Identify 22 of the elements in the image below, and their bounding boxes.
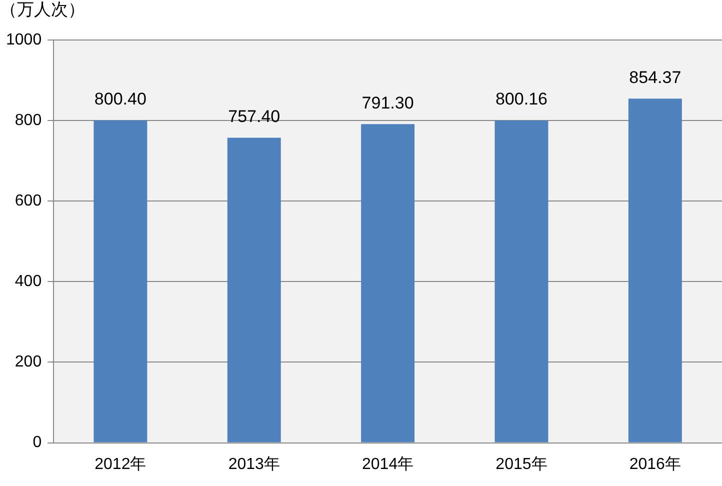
data-label: 791.30 [362,93,414,112]
y-tick-label: 0 [32,434,42,452]
x-tick-label: 2014年 [362,456,414,473]
bar [494,120,548,442]
bar [94,120,148,442]
data-label: 800.16 [495,90,548,109]
y-tick-label: 800 [14,112,42,129]
y-tick-label: 200 [14,354,42,371]
bar [227,138,281,442]
y-tick-label: 600 [14,192,42,210]
x-tick-label: 2012年 [94,456,146,473]
x-tick-label: 2016年 [629,456,681,473]
data-label: 800.40 [94,90,146,109]
data-label: 757.40 [228,106,280,126]
x-tick-label: 2013年 [228,456,280,473]
y-tick-label: 1000 [6,31,42,48]
bar [628,98,682,442]
x-tick-label: 2015年 [496,456,548,473]
y-axis-title: （万人次） [0,0,85,20]
bar [361,124,415,442]
y-tick-label: 400 [14,273,42,290]
data-label: 854.37 [629,68,682,87]
